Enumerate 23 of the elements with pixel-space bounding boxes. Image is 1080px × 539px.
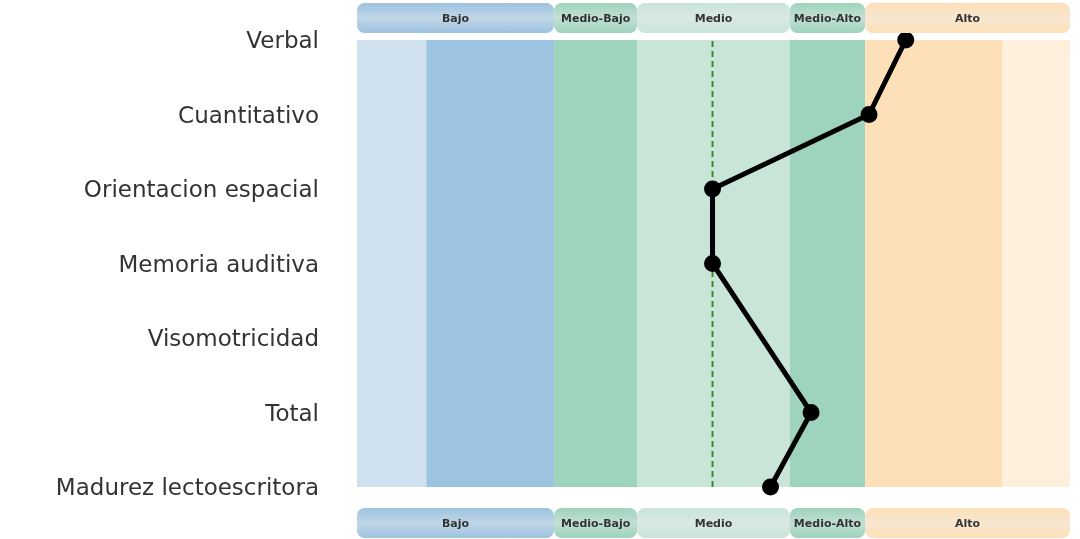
- text: Medio-Alto: [793, 517, 862, 530]
- text: Alto: [955, 517, 981, 530]
- band-label: Medio: [694, 12, 733, 25]
- point: [704, 255, 722, 272]
- point: [860, 106, 878, 123]
- point: [897, 31, 915, 49]
- y-tick-label: Madurez lectoescritora: [55, 474, 319, 501]
- band-label: Medio-Bajo: [560, 12, 631, 25]
- y-tick-label: Verbal: [246, 27, 319, 54]
- text: Medio-Bajo: [560, 517, 631, 530]
- y-tick-label: Total: [264, 399, 319, 426]
- point: [762, 478, 779, 496]
- band-label: Medio-Alto: [793, 12, 862, 25]
- y-tick-label: Visomotricidad: [147, 325, 319, 352]
- y-tick-label: Memoria auditiva: [118, 250, 319, 277]
- point: [704, 180, 722, 198]
- band-label: Alto: [955, 12, 981, 25]
- y-tick-label: Cuantitativo: [178, 101, 319, 128]
- text: Medio: [694, 517, 733, 530]
- text: Bajo: [441, 517, 470, 530]
- point: [802, 404, 820, 421]
- band-label: Bajo: [441, 12, 470, 25]
- y-tick-label: Orientacion espacial: [83, 176, 319, 203]
